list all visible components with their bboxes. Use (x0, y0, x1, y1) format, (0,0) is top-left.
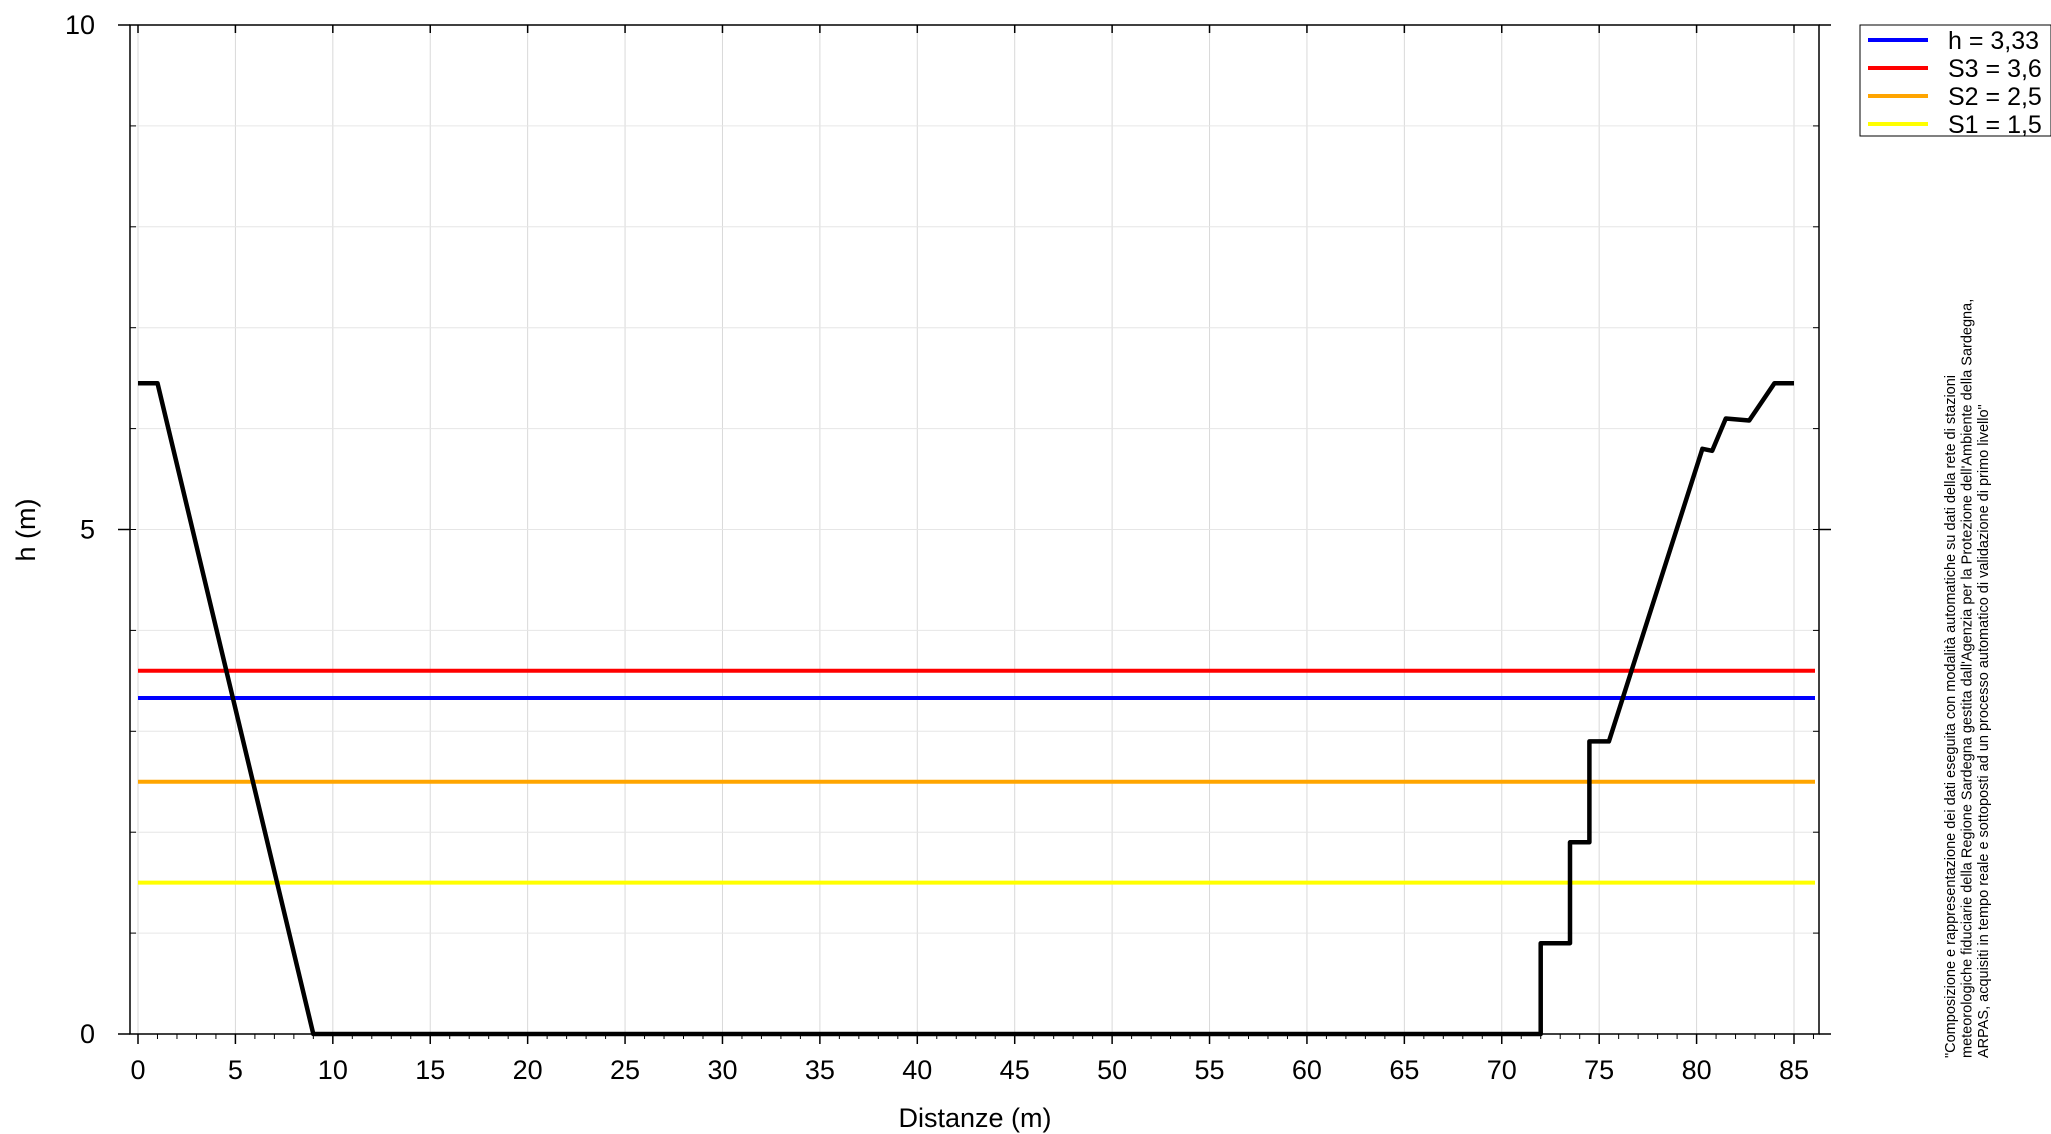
level-lines (138, 668, 1815, 885)
y-axis-title: h (m) (11, 499, 41, 562)
x-tick-label: 60 (1292, 1055, 1322, 1085)
note-line: "Composizione e rappresentazione dei dat… (1943, 375, 1959, 1058)
grid (130, 25, 1819, 1034)
x-tick-label: 75 (1584, 1055, 1614, 1085)
profile-polyline (138, 380, 1794, 1037)
legend-label: S1 = 1,5 (1948, 111, 2042, 139)
attribution-note: "Composizione e rappresentazione dei dat… (1943, 299, 1992, 1058)
y-tick-label: 5 (80, 515, 95, 545)
x-tick-label: 70 (1487, 1055, 1517, 1085)
x-tick-label: 25 (610, 1055, 640, 1085)
x-tick-label: 55 (1195, 1055, 1225, 1085)
x-tick-label: 30 (707, 1055, 737, 1085)
y-tick-label: 10 (65, 10, 95, 40)
x-tick-label: 0 (130, 1055, 145, 1085)
x-axis-title: Distanze (m) (898, 1103, 1051, 1133)
x-tick-label: 85 (1779, 1055, 1809, 1085)
x-tick-label: 15 (415, 1055, 445, 1085)
legend-label: S3 = 3,6 (1948, 55, 2042, 83)
note-line: ARPAS, acquisiti in tempo reale e sottop… (1976, 404, 1992, 1058)
x-tick-label: 50 (1097, 1055, 1127, 1085)
x-tick-label: 5 (228, 1055, 243, 1085)
x-tick-label: 65 (1389, 1055, 1419, 1085)
axis-ticks: 0 5 10 15 20 25 30 35 40 45 50 55 60 65 70 75 80 85 0 5 10 (65, 10, 1831, 1085)
profile-line (138, 380, 1794, 1037)
x-tick-label: 35 (805, 1055, 835, 1085)
x-tick-label: 40 (902, 1055, 932, 1085)
x-tick-label: 45 (1000, 1055, 1030, 1085)
legend-label: S2 = 2,5 (1948, 83, 2042, 111)
x-tick-label: 10 (318, 1055, 348, 1085)
legend-box (1859, 24, 2051, 137)
note-line: meteorologiche fiduciarie della Regione … (1960, 299, 1976, 1058)
legend-label: h = 3,33 (1948, 27, 2039, 55)
y-tick-label: 0 (80, 1019, 95, 1049)
x-tick-label: 20 (513, 1055, 543, 1085)
x-tick-label: 80 (1682, 1055, 1712, 1085)
